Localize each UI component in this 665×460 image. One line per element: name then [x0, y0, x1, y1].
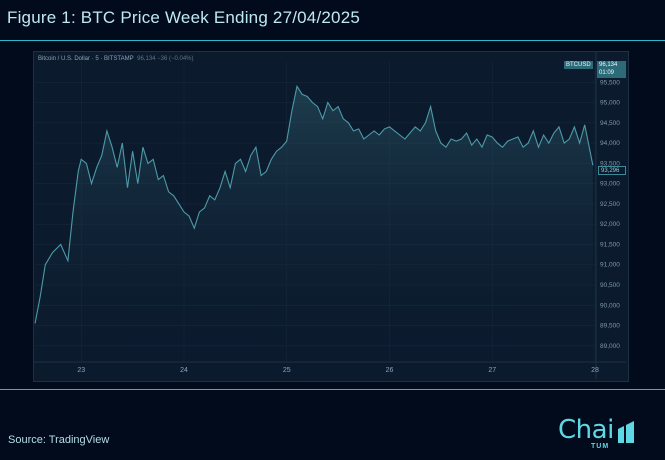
price-line[interactable]: [34, 84, 594, 324]
ticker-badge: BTCUSD: [564, 61, 593, 69]
symbol-description: Bitcoin / U.S. Dollar · 5 · BITSTAMP: [38, 56, 134, 62]
y-tick-label: 95,500: [600, 79, 620, 86]
symbol-header: Bitcoin / U.S. Dollar · 5 · BITSTAMP 96,…: [38, 56, 194, 62]
x-axis: 23 24 25 26 27 28: [77, 367, 599, 374]
logo-mark-icon: [618, 421, 634, 443]
footer-divider: [0, 389, 665, 390]
source-note: Source: TradingView: [8, 434, 110, 446]
y-tick-label: 89,000: [600, 343, 620, 350]
y-tick-label: 89,500: [600, 323, 620, 330]
logo-word: Chai: [558, 415, 614, 445]
y-axis: 89,000 89,500 90,000 90,500 91,000 91,500 92,0…: [600, 79, 620, 350]
x-tick-label: 27: [488, 367, 496, 374]
price-label: 96,134: [599, 62, 618, 68]
price-area-fill: [35, 86, 593, 363]
y-tick-label: 94,500: [600, 120, 620, 127]
countdown-label: 01:09: [599, 70, 615, 76]
chaitum-logo: Chai TUM: [558, 415, 634, 450]
y-tick-label: 92,500: [600, 201, 620, 208]
logo-sub: TUM: [591, 443, 610, 450]
y-tick-label: 92,000: [600, 221, 620, 228]
y-tick-label: 93,000: [600, 181, 620, 188]
y-tick-label: 91,500: [600, 241, 620, 248]
x-tick-label: 23: [77, 367, 85, 374]
last-price-marker: 93,296: [598, 166, 626, 175]
price-badge: 96,134 01:09: [597, 61, 626, 78]
x-tick-label: 25: [283, 367, 291, 374]
x-tick-label: 28: [591, 367, 599, 374]
y-tick-label: 95,000: [600, 100, 620, 107]
y-tick-label: 90,000: [600, 302, 620, 309]
y-tick-label: 91,000: [600, 262, 620, 269]
x-tick-label: 24: [180, 367, 188, 374]
y-tick-label: 93,500: [600, 160, 620, 167]
x-tick-label: 26: [386, 367, 394, 374]
y-tick-label: 94,000: [600, 140, 620, 147]
y-tick-label: 90,500: [600, 282, 620, 289]
ohlc-values: 96,134 −36 (−0.04%): [137, 56, 194, 62]
figure-title: Figure 1: BTC Price Week Ending 27/04/20…: [7, 8, 360, 27]
title-divider: [0, 40, 665, 41]
